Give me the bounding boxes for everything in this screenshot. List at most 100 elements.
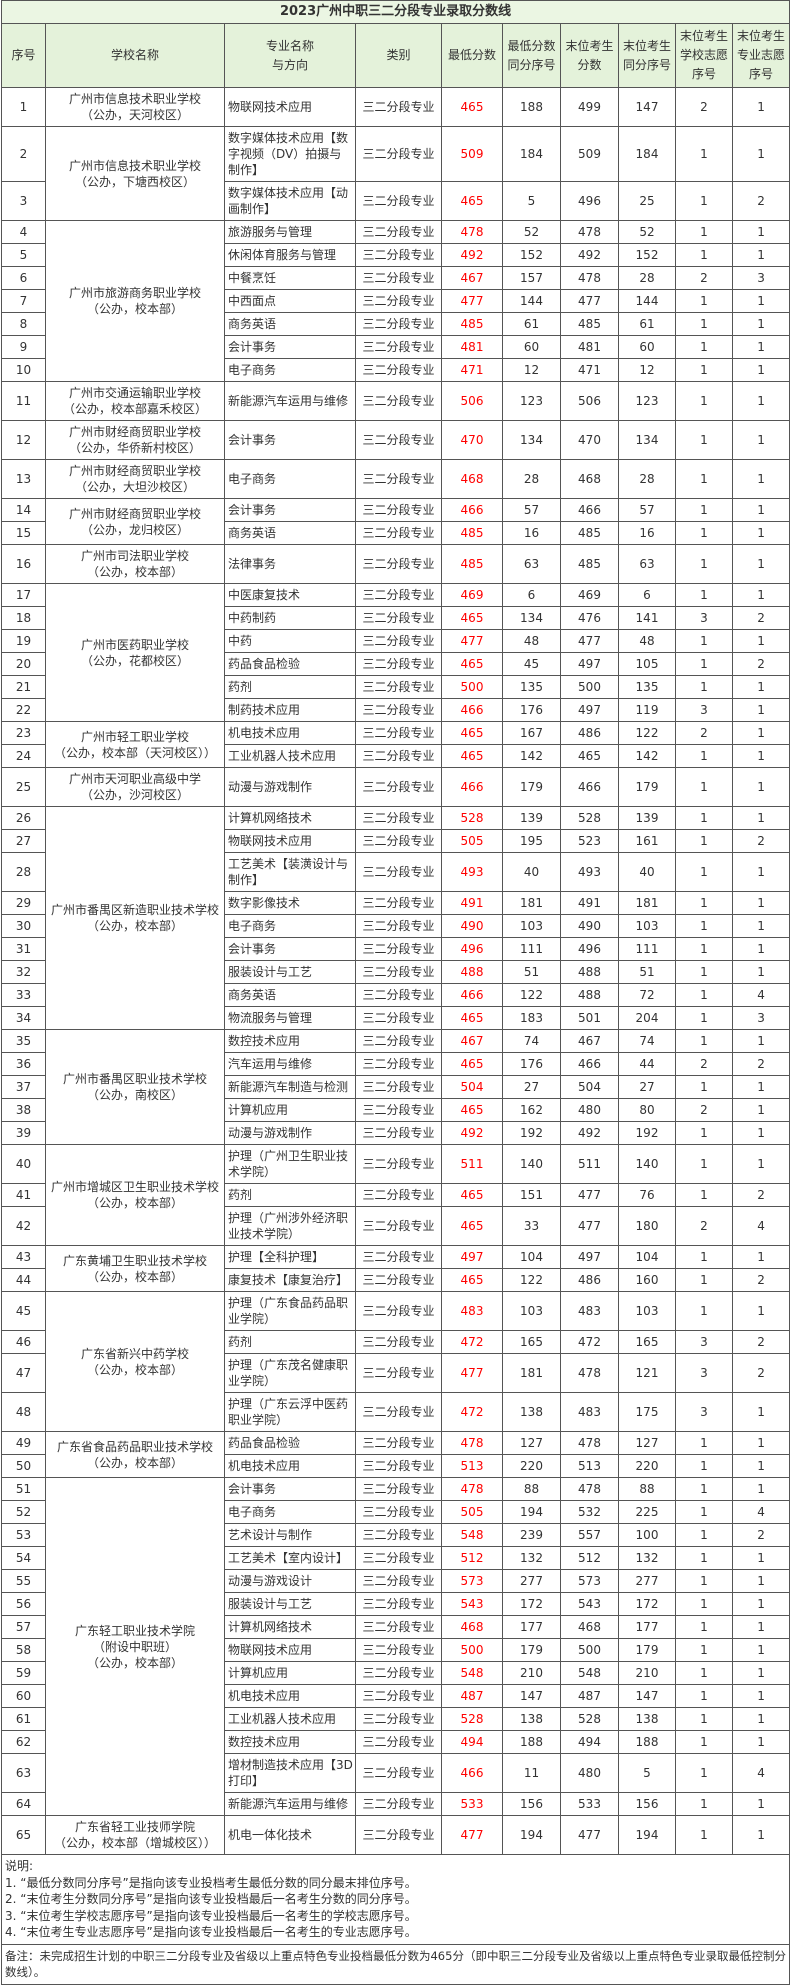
last-school-pref: 2 — [675, 721, 733, 745]
last-score: 478 — [560, 1353, 619, 1393]
row-number: 11 — [1, 381, 46, 421]
last-score-rank: 204 — [618, 1006, 676, 1030]
last-score: 472 — [560, 1330, 619, 1354]
school-name: 广州市番禺区新造职业技术学校 （公办，校本部） — [45, 806, 225, 1030]
major-name: 艺术设计与制作 — [224, 1523, 356, 1547]
last-score: 528 — [560, 1707, 619, 1731]
last-score-rank: 103 — [618, 914, 676, 938]
last-major-pref: 1 — [731, 87, 790, 127]
note-line: 1. “最低分数同分序号”是指向该专业投档考生最低分数的同分最末排位序号。 — [5, 1875, 417, 1890]
last-score-rank: 172 — [618, 1592, 676, 1616]
min-score: 465 — [441, 744, 503, 768]
last-major-pref: 2 — [731, 606, 790, 630]
row-number: 26 — [1, 806, 46, 830]
category: 三二分段专业 — [355, 744, 442, 768]
category: 三二分段专业 — [355, 914, 442, 938]
column-header: 末位考生 专业志愿 序号 — [731, 23, 790, 88]
school-name-line: （公办，华侨新村校区） — [68, 441, 201, 455]
table-row: 37 新能源汽车制造与检测 三二分段专业 504 27 504 27 1 1 — [1, 1075, 790, 1099]
major-name: 动漫与游戏制作 — [224, 767, 356, 807]
category: 三二分段专业 — [355, 381, 442, 421]
min-score-rank: 183 — [502, 1006, 561, 1030]
last-school-pref: 1 — [675, 289, 733, 313]
category: 三二分段专业 — [355, 266, 442, 290]
min-score-rank: 140 — [502, 1144, 561, 1184]
row-number: 58 — [1, 1638, 46, 1662]
table-row: 65 广东省轻工业技师学院 （公办，校本部（增城校区）） 机电一体化技术 三二分段专业 4… — [1, 1815, 790, 1855]
min-score-rank: 33 — [502, 1206, 561, 1246]
last-score-rank: 105 — [618, 652, 676, 676]
school-name: 广州市增城区卫生职业技术学校 （公办，校本部） — [45, 1144, 225, 1246]
school-name: 广州市医药职业学校 （公办，花都校区） — [45, 583, 225, 722]
last-score-rank: 28 — [618, 459, 676, 499]
row-number: 7 — [1, 289, 46, 313]
last-school-pref: 3 — [675, 698, 733, 722]
school-name: 广州市信息技术职业学校 （公办，天河校区） — [45, 87, 225, 127]
last-major-pref: 1 — [731, 1615, 790, 1639]
min-score: 528 — [441, 1707, 503, 1731]
major-name: 汽车运用与维修 — [224, 1052, 356, 1076]
min-score-rank: 188 — [502, 1730, 561, 1754]
last-score: 533 — [560, 1792, 619, 1816]
min-score-rank: 60 — [502, 335, 561, 359]
last-major-pref: 1 — [731, 312, 790, 336]
last-major-pref: 1 — [731, 1291, 790, 1331]
last-school-pref: 1 — [675, 1291, 733, 1331]
row-number: 18 — [1, 606, 46, 630]
last-major-pref: 4 — [731, 1500, 790, 1524]
last-score: 497 — [560, 698, 619, 722]
major-name: 计算机应用 — [224, 1098, 356, 1122]
last-score: 528 — [560, 806, 619, 830]
row-number: 2 — [1, 126, 46, 182]
last-school-pref: 2 — [675, 1052, 733, 1076]
major-name: 中西面点 — [224, 289, 356, 313]
last-score: 496 — [560, 181, 619, 221]
last-score-rank: 156 — [618, 1792, 676, 1816]
last-major-pref: 1 — [731, 1592, 790, 1616]
min-score-rank: 88 — [502, 1477, 561, 1501]
last-score: 467 — [560, 1029, 619, 1053]
min-score-rank: 40 — [502, 852, 561, 892]
major-name: 中药 — [224, 629, 356, 653]
min-score: 465 — [441, 721, 503, 745]
min-score-rank: 144 — [502, 289, 561, 313]
min-score-rank: 74 — [502, 1029, 561, 1053]
category: 三二分段专业 — [355, 1183, 442, 1207]
min-score-rank: 132 — [502, 1546, 561, 1570]
row-number: 32 — [1, 960, 46, 984]
last-major-pref: 1 — [731, 1792, 790, 1816]
min-score: 492 — [441, 1121, 503, 1145]
last-score-rank: 165 — [618, 1330, 676, 1354]
last-score-rank: 210 — [618, 1661, 676, 1685]
category: 三二分段专业 — [355, 891, 442, 915]
school-name-line: （公办，大坦沙校区） — [74, 480, 195, 494]
major-name: 工艺美术【室内设计】 — [224, 1546, 356, 1570]
table-row: 5 休闲体育服务与管理 三二分段专业 492 152 492 152 1 1 — [1, 243, 790, 267]
category: 三二分段专业 — [355, 1353, 442, 1393]
school-name-line: （公办，龙归校区） — [80, 522, 189, 537]
min-score-rank: 239 — [502, 1523, 561, 1547]
last-major-pref: 2 — [731, 181, 790, 221]
category: 三二分段专业 — [355, 806, 442, 830]
min-score-rank: 152 — [502, 243, 561, 267]
last-school-pref: 2 — [675, 87, 733, 127]
last-major-pref: 1 — [731, 335, 790, 359]
row-number: 53 — [1, 1523, 46, 1547]
category: 三二分段专业 — [355, 983, 442, 1007]
category: 三二分段专业 — [355, 335, 442, 359]
min-score: 497 — [441, 1245, 503, 1269]
major-name: 护理（广州卫生职业技术学院） — [224, 1144, 356, 1184]
school-name-line: （公办，南校区） — [86, 1088, 183, 1102]
major-name: 旅游服务与管理 — [224, 220, 356, 244]
last-score-rank: 188 — [618, 1730, 676, 1754]
table-row: 46 药剂 三二分段专业 472 165 472 165 3 2 — [1, 1330, 790, 1354]
table-row: 49 广东省食品药品职业技术学校 （公办，校本部） 药品食品检验 三二分段专业 478 12… — [1, 1431, 790, 1478]
category: 三二分段专业 — [355, 1144, 442, 1184]
table-row: 39 动漫与游戏制作 三二分段专业 492 192 492 192 1 1 — [1, 1121, 790, 1145]
school-name: 广州市轻工职业学校 （公办，校本部（天河校区）） — [45, 721, 225, 768]
last-major-pref: 1 — [731, 420, 790, 460]
category: 三二分段专业 — [355, 675, 442, 699]
major-name: 制药技术应用 — [224, 698, 356, 722]
column-header: 学校名称 — [45, 23, 225, 88]
min-score: 504 — [441, 1075, 503, 1099]
